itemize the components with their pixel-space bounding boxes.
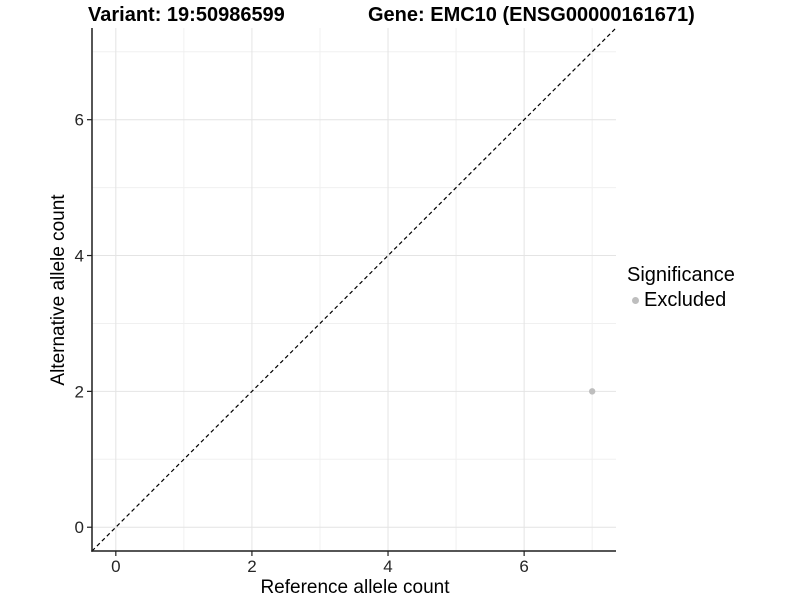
x-tick-label: 6: [519, 557, 528, 576]
plot-title-variant: Variant: 19:50986599: [88, 4, 285, 26]
x-tick-label: 2: [247, 557, 256, 576]
data-point: [588, 388, 596, 395]
x-tick-label: 0: [111, 557, 120, 576]
x-tick-label: 4: [383, 557, 392, 576]
y-tick-label: 2: [75, 382, 84, 401]
plot-title-gene: Gene: EMC10 (ENSG00000161671): [368, 4, 695, 26]
legend-point-icon: [632, 296, 639, 304]
y-tick-label: 0: [75, 518, 84, 537]
legend-title: Significance: [627, 264, 735, 286]
legend-item-label: Excluded: [644, 289, 727, 311]
x-axis-title: Reference allele count: [260, 577, 450, 598]
y-tick-label: 6: [75, 111, 84, 130]
legend: Significance Excluded: [627, 262, 735, 312]
y-tick-label: 4: [75, 247, 84, 266]
legend-item-excluded: Excluded: [627, 288, 735, 312]
identity-line: [91, 27, 617, 552]
